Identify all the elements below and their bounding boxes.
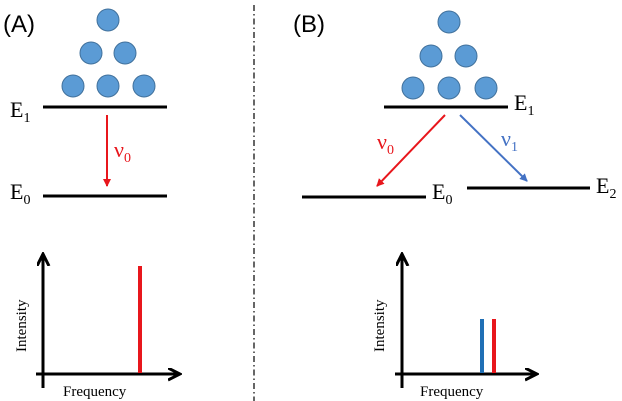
panel-a-particles: [61, 8, 156, 98]
transition-label-nu0: ν0: [377, 129, 394, 158]
particle: [113, 41, 137, 65]
transition-arrow-nu0: [376, 114, 446, 187]
particle: [454, 44, 478, 68]
spectrum-ylabel: Intensity: [372, 299, 388, 352]
particle: [419, 44, 443, 68]
transition-label-nu1: ν1: [501, 126, 518, 155]
level-label-e0: E0: [432, 179, 452, 208]
particle: [61, 74, 85, 98]
level-label-e0: E0: [10, 179, 30, 208]
panel-b: (B) E1 ν0 ν1 E0 E2 Intensity Frequency: [293, 10, 616, 400]
particle: [437, 76, 461, 100]
particle: [96, 8, 120, 32]
level-label-e2: E2: [596, 173, 616, 202]
particle: [79, 41, 103, 65]
level-label-e1: E1: [514, 90, 534, 119]
particle: [132, 74, 156, 98]
panel-a: (A) E1 ν0 E0 Intensity Frequency: [3, 8, 178, 400]
spectrum-xlabel: Frequency: [420, 384, 484, 400]
panel-b-particles: [401, 10, 498, 100]
transition-arrow-nu1: [459, 114, 528, 182]
panel-b-label: (B): [293, 11, 325, 38]
level-label-e1: E1: [10, 97, 30, 126]
particle: [96, 74, 120, 98]
particle: [474, 76, 498, 100]
spectrum-xlabel: Frequency: [63, 384, 127, 400]
spectrum-ylabel: Intensity: [14, 299, 30, 352]
particle: [401, 76, 425, 100]
transition-label-nu0: ν0: [114, 137, 131, 166]
panel-a-label: (A): [3, 11, 35, 38]
particle: [437, 10, 461, 34]
